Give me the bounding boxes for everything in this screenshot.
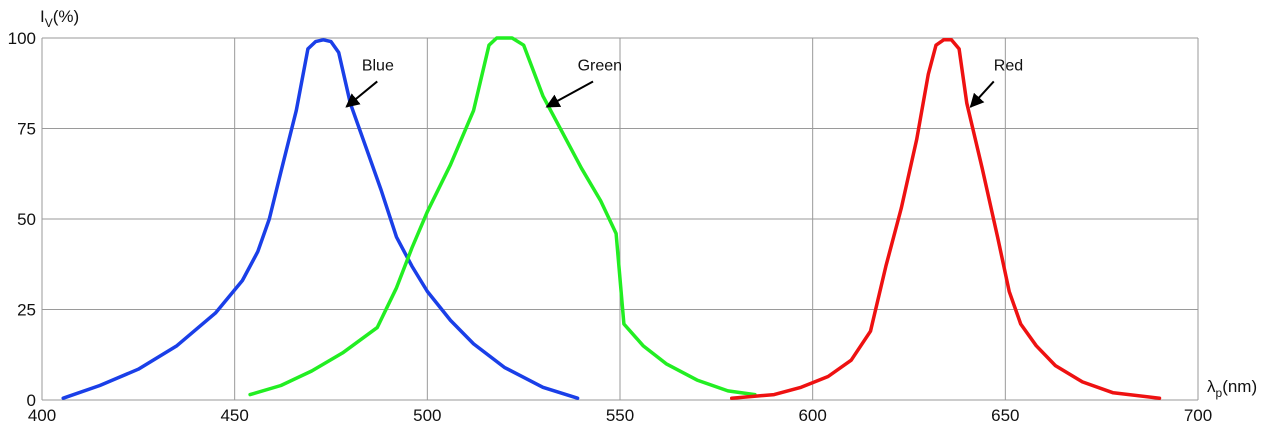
y-tick-labels: 0 25 50 75 100 [8, 29, 36, 410]
x-tick-label: 650 [991, 406, 1019, 425]
y-axis-label: IV(%) [40, 7, 79, 30]
y-axis-label-subscript: V [45, 16, 53, 30]
x-tick-label: 550 [606, 406, 634, 425]
grid [41, 37, 1199, 401]
x-tick-label: 700 [1184, 406, 1212, 425]
series-lines [61, 36, 1162, 400]
y-tick-label: 25 [17, 301, 36, 320]
annotation-arrow-blue [345, 80, 378, 108]
series-line-blue [61, 38, 580, 400]
annotation-label-blue: Blue [362, 58, 394, 75]
x-axis-label-subscript: p [1216, 386, 1223, 400]
y-axis-label-main: I [40, 7, 45, 26]
y-tick-label: 75 [17, 120, 36, 139]
x-axis-label-unit: (nm) [1222, 377, 1257, 396]
x-axis-label-main: λ [1207, 377, 1216, 396]
annotation-arrow-red [969, 80, 995, 108]
x-tick-label: 400 [28, 406, 56, 425]
annotation-label-green: Green [578, 58, 622, 75]
x-tick-label: 600 [798, 406, 826, 425]
x-tick-label: 450 [220, 406, 248, 425]
x-tick-labels: 400 450 500 550 600 650 700 [28, 406, 1212, 425]
annotation-arrow-green [545, 80, 594, 108]
annotation-label-red: Red [994, 58, 1023, 75]
y-tick-label: 50 [17, 210, 36, 229]
y-tick-label: 100 [8, 29, 36, 48]
series-line-green [248, 36, 757, 397]
y-axis-label-unit: (%) [53, 7, 79, 26]
series-annotations: Blue Green Red [345, 58, 1023, 108]
series-line-red [729, 38, 1162, 400]
x-axis-label: λp(nm) [1207, 377, 1257, 400]
y-tick-label: 0 [27, 391, 36, 410]
x-tick-label: 500 [413, 406, 441, 425]
